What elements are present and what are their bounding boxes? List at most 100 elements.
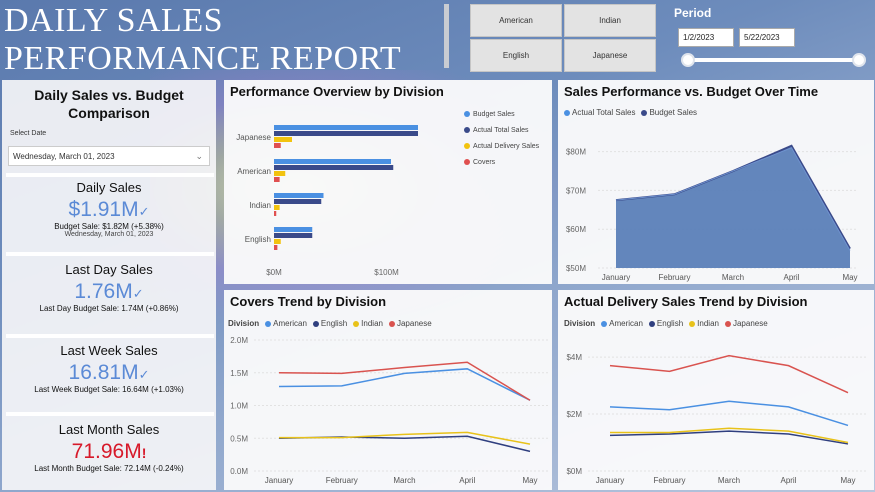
line-indian: [610, 427, 849, 444]
legend-label: American: [609, 319, 643, 328]
x-tick-label: $0M: [266, 268, 282, 277]
bar-actual-total-sales: [274, 131, 418, 136]
last-month-sales-number: 71.96M: [71, 440, 142, 463]
legend-label: Budget Sales: [473, 110, 515, 118]
delivery-chart-panel: Actual Delivery Sales Trend by Division …: [558, 290, 874, 490]
bar-covers: [274, 211, 277, 216]
legend-label: Indian: [697, 319, 719, 328]
y-tick-label: $4M: [566, 353, 582, 362]
legend-label: Actual Delivery Sales: [473, 142, 540, 150]
legend-dot: [648, 320, 655, 327]
division-button-english[interactable]: English: [470, 39, 562, 72]
y-tick-label: $2M: [566, 410, 582, 419]
kpi-panel: Daily Sales vs. Budget Comparison Select…: [2, 80, 216, 490]
legend-item-indian: Indian: [353, 319, 383, 328]
bar-covers: [274, 245, 278, 250]
budget-time-chart-title: Sales Performance vs. Budget Over Time: [564, 84, 819, 99]
legend-label: Indian: [361, 319, 383, 328]
x-tick-label: April: [783, 273, 799, 282]
line-indian: [279, 431, 531, 445]
y-tick-label: 2.0M: [230, 336, 248, 345]
daily-budget-text: Budget Sale: $1.82M (+5.38%): [54, 222, 164, 231]
check-icon: ✓: [132, 286, 144, 301]
period-label: Period: [674, 6, 712, 20]
x-tick-label: February: [658, 273, 690, 282]
legend-dot: [312, 320, 319, 327]
budget-time-chart-panel: Sales Performance vs. Budget Over Time A…: [558, 80, 874, 284]
x-tick-label: April: [780, 476, 796, 485]
x-tick-label: January: [602, 273, 630, 282]
end-date-input[interactable]: 5/22/2023: [739, 28, 795, 47]
covers-legend: Division American English Indian Japanes…: [228, 319, 432, 328]
x-tick-label: $100M: [374, 268, 399, 277]
period-slider-track[interactable]: [688, 58, 860, 62]
delivery-legend: Division American English Indian Japanes…: [564, 319, 768, 328]
legend-item-delivery: Actual Delivery Sales: [464, 138, 539, 154]
last-week-sales-value: 16.81M✓: [2, 361, 216, 385]
bar-actual-delivery-sales: [274, 137, 292, 142]
bar-actual-total-sales: [274, 165, 394, 170]
last-day-budget-text: Last Day Budget Sale: 1.74M (+0.86%): [39, 304, 179, 313]
alert-icon: !: [141, 445, 147, 461]
delivery-chart-title: Actual Delivery Sales Trend by Division: [564, 294, 808, 309]
division-slicer: American Indian English Japanese: [470, 4, 656, 72]
category-label: English: [245, 235, 271, 244]
legend-label: Japanese: [396, 319, 432, 328]
legend-label: Budget Sales: [649, 108, 698, 117]
overview-chart-panel: Performance Overview by Division Japanes…: [224, 80, 552, 284]
legend-item-indian: Indian: [689, 319, 719, 328]
x-tick-label: February: [326, 476, 358, 485]
x-tick-label: March: [722, 273, 744, 282]
bar-actual-total-sales: [274, 233, 313, 238]
legend-label: Actual Total Sales: [473, 126, 529, 134]
period-slider-start-handle[interactable]: [681, 53, 695, 67]
division-button-japanese[interactable]: Japanese: [564, 39, 656, 72]
division-button-indian[interactable]: Indian: [564, 4, 656, 37]
legend-dot: [388, 320, 395, 327]
line-american: [609, 400, 849, 427]
last-month-budget-text: Last Month Budget Sale: 72.14M (-0.24%): [34, 464, 184, 473]
kpi-separator: [6, 252, 214, 256]
date-dropdown[interactable]: Wednesday, March 01, 2023 ⌄: [8, 146, 210, 166]
period-slider-end-handle[interactable]: [852, 53, 866, 67]
kpi-separator: [6, 173, 214, 177]
category-label: Indian: [249, 201, 271, 210]
legend-item-english: English: [312, 319, 347, 328]
legend-item-budget: Budget Sales: [641, 108, 697, 117]
division-button-american[interactable]: American: [470, 4, 562, 37]
bar-budget-sales: [274, 193, 324, 198]
legend-dot: [601, 320, 608, 327]
check-icon: ✓: [138, 367, 150, 382]
daily-sales-number: $1.91M: [68, 198, 139, 221]
start-date-input[interactable]: 1/2/2023: [678, 28, 734, 47]
legend-label: Actual Total Sales: [572, 108, 636, 117]
legend-dot: [564, 109, 570, 116]
last-week-sales-number: 16.81M: [68, 361, 139, 384]
line-english: [278, 435, 531, 453]
daily-sales-card: Daily Sales $1.91M✓ Budget Sale: $1.82M …: [2, 180, 216, 238]
x-tick-label: May: [840, 476, 855, 485]
header-divider: [444, 4, 449, 68]
last-day-sales-value: 1.76M✓: [2, 280, 216, 304]
legend-label: Covers: [473, 158, 496, 166]
title-line-2: PERFORMANCE REPORT: [4, 40, 402, 77]
bar-budget-sales: [274, 159, 391, 164]
bar-actual-delivery-sales: [274, 239, 281, 244]
area-budget-sales: [616, 145, 850, 268]
daily-sales-value: $1.91M✓: [2, 198, 216, 222]
legend-item-american: American: [265, 319, 307, 328]
delivery-chart: $0M $2M $4M January February March April May: [566, 353, 866, 485]
covers-chart-title: Covers Trend by Division: [230, 294, 387, 309]
last-month-sales-card: Last Month Sales 71.96M! Last Month Budg…: [2, 422, 216, 473]
last-day-sales-card: Last Day Sales 1.76M✓ Last Day Budget Sa…: [2, 262, 216, 313]
y-tick-label: $80M: [566, 148, 586, 157]
overview-chart: Japanese American Indian English $0M $100M: [236, 125, 418, 277]
legend-label: American: [273, 319, 307, 328]
bar-covers: [274, 143, 281, 148]
y-tick-label: 0.0M: [230, 467, 248, 476]
daily-sales-title: Daily Sales: [76, 180, 142, 195]
x-tick-label: April: [459, 476, 475, 485]
legend-dot: [464, 159, 470, 165]
bar-actual-total-sales: [274, 199, 322, 204]
category-label: Japanese: [236, 133, 271, 142]
